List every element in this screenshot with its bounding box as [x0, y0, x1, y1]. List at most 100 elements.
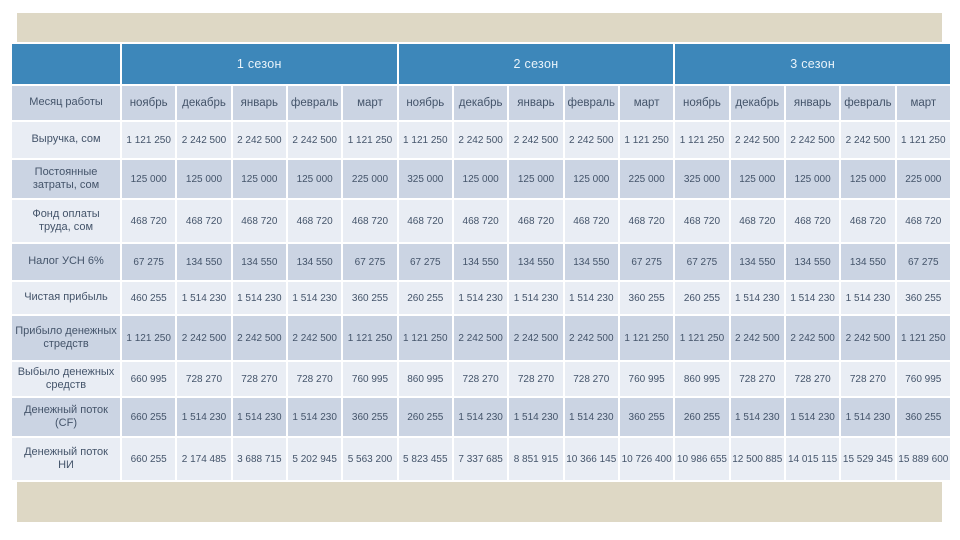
value-cell: 1 514 230 [453, 398, 508, 436]
value-cell: 2 242 500 [564, 122, 618, 158]
value-cell: 325 000 [675, 160, 729, 198]
value-cell: 3 688 715 [232, 438, 286, 480]
value-cell: 5 202 945 [287, 438, 342, 480]
value-cell: 125 000 [564, 160, 618, 198]
value-cell: 2 174 485 [177, 438, 231, 480]
value-cell: 2 242 500 [287, 122, 342, 158]
value-cell: 2 242 500 [453, 316, 508, 360]
table-row: Чистая прибыль 460 255 1 514 230 1 514 230 1… [12, 282, 950, 314]
value-cell: 12 500 885 [730, 438, 784, 480]
row-label: Постоянные затраты, сом [12, 160, 120, 198]
table-row: Выручка, сом 1 121 250 2 242 500 2 242 500 2… [12, 122, 950, 158]
value-cell: 728 270 [177, 362, 231, 396]
value-cell: 728 270 [287, 362, 342, 396]
month-row-label: Месяц работы [12, 86, 120, 120]
value-cell: 1 121 250 [398, 122, 452, 158]
value-cell: 134 550 [232, 244, 286, 280]
value-cell: 1 121 250 [896, 316, 950, 360]
value-cell: 760 995 [619, 362, 674, 396]
value-cell: 2 242 500 [785, 316, 840, 360]
month-header: март [343, 86, 397, 120]
row-label: Денежный поток (CF) [12, 398, 120, 436]
value-cell: 660 255 [122, 398, 176, 436]
value-cell: 67 275 [675, 244, 729, 280]
value-cell: 5 823 455 [398, 438, 452, 480]
value-cell: 468 720 [232, 200, 286, 242]
value-cell: 125 000 [232, 160, 286, 198]
month-header: январь [785, 86, 840, 120]
value-cell: 1 514 230 [564, 398, 618, 436]
month-header: ноябрь [675, 86, 729, 120]
value-cell: 2 242 500 [509, 122, 563, 158]
value-cell: 2 242 500 [564, 316, 618, 360]
value-cell: 2 242 500 [730, 316, 784, 360]
value-cell: 125 000 [177, 160, 231, 198]
month-header: февраль [841, 86, 895, 120]
value-cell: 360 255 [896, 398, 950, 436]
value-cell: 1 514 230 [177, 398, 231, 436]
value-cell: 660 255 [122, 438, 176, 480]
value-cell: 1 514 230 [453, 282, 508, 314]
value-cell: 15 889 600 [896, 438, 950, 480]
table-row: Фонд оплаты труда, сом 468 720 468 720 468 … [12, 200, 950, 242]
value-cell: 2 242 500 [232, 122, 286, 158]
month-header: ноябрь [398, 86, 452, 120]
season-header-row: 1 сезон 2 сезон 3 сезон [12, 44, 950, 84]
value-cell: 468 720 [287, 200, 342, 242]
value-cell: 134 550 [177, 244, 231, 280]
month-header: март [619, 86, 674, 120]
value-cell: 468 720 [619, 200, 674, 242]
month-header: март [896, 86, 950, 120]
value-cell: 125 000 [287, 160, 342, 198]
season-header-2: 2 сезон [398, 44, 674, 84]
value-cell: 1 121 250 [675, 122, 729, 158]
value-cell: 1 514 230 [509, 398, 563, 436]
value-cell: 8 851 915 [509, 438, 563, 480]
value-cell: 1 514 230 [785, 398, 840, 436]
value-cell: 134 550 [564, 244, 618, 280]
month-header: декабрь [730, 86, 784, 120]
value-cell: 1 514 230 [509, 282, 563, 314]
value-cell: 2 242 500 [177, 316, 231, 360]
value-cell: 225 000 [896, 160, 950, 198]
row-label: Чистая прибыль [12, 282, 120, 314]
value-cell: 1 514 230 [177, 282, 231, 314]
value-cell: 1 121 250 [343, 122, 397, 158]
value-cell: 468 720 [841, 200, 895, 242]
value-cell: 1 121 250 [122, 122, 176, 158]
value-cell: 260 255 [675, 398, 729, 436]
row-label: Фонд оплаты труда, сом [12, 200, 120, 242]
value-cell: 260 255 [398, 398, 452, 436]
value-cell: 1 514 230 [232, 398, 286, 436]
table-row: Постоянные затраты, сом 125 000 125 000 125… [12, 160, 950, 198]
value-cell: 1 514 230 [564, 282, 618, 314]
value-cell: 1 514 230 [287, 398, 342, 436]
row-label: Выручка, сом [12, 122, 120, 158]
value-cell: 134 550 [841, 244, 895, 280]
value-cell: 1 121 250 [619, 122, 674, 158]
value-cell: 360 255 [343, 398, 397, 436]
month-header-row: Месяц работы ноябрь декабрь январь февраль ма… [12, 86, 950, 120]
value-cell: 1 121 250 [122, 316, 176, 360]
table-row: Денежный поток НИ 660 255 2 174 485 3 688 7… [12, 438, 950, 480]
value-cell: 2 242 500 [287, 316, 342, 360]
value-cell: 67 275 [619, 244, 674, 280]
value-cell: 728 270 [564, 362, 618, 396]
value-cell: 2 242 500 [841, 122, 895, 158]
value-cell: 860 995 [398, 362, 452, 396]
season-header-3: 3 сезон [675, 44, 950, 84]
value-cell: 660 995 [122, 362, 176, 396]
value-cell: 67 275 [122, 244, 176, 280]
value-cell: 10 366 145 [564, 438, 618, 480]
value-cell: 2 242 500 [509, 316, 563, 360]
value-cell: 360 255 [619, 282, 674, 314]
value-cell: 134 550 [730, 244, 784, 280]
value-cell: 468 720 [730, 200, 784, 242]
value-cell: 134 550 [785, 244, 840, 280]
table-row: Налог УСН 6% 67 275 134 550 134 550 134 550 6… [12, 244, 950, 280]
value-cell: 468 720 [564, 200, 618, 242]
value-cell: 134 550 [509, 244, 563, 280]
value-cell: 728 270 [509, 362, 563, 396]
value-cell: 1 514 230 [785, 282, 840, 314]
value-cell: 125 000 [509, 160, 563, 198]
